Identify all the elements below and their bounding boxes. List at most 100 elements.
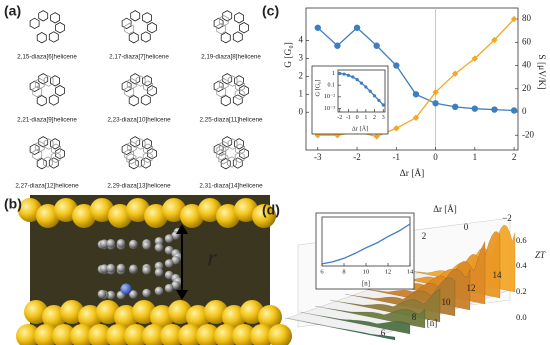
marker — [359, 81, 364, 85]
gold-atom — [34, 324, 58, 345]
x-tick-label: 10 — [363, 268, 370, 275]
ring — [43, 138, 54, 150]
n-tick-label: 10 — [442, 297, 452, 307]
x-tick-label: 2 — [512, 152, 517, 162]
marker — [314, 24, 321, 31]
ring — [227, 75, 238, 87]
z-axis-label: ZT — [535, 250, 546, 260]
marker — [368, 89, 372, 93]
carbon-atom — [106, 263, 116, 273]
carbon-atom — [129, 264, 138, 274]
x-tick-label: 12 — [385, 268, 392, 275]
z-tick-label: 0.0 — [516, 312, 527, 322]
carbon-atom — [164, 245, 174, 255]
panel-label: (b) — [4, 196, 22, 212]
gold-atom — [240, 300, 264, 324]
distance-label: r — [207, 246, 217, 272]
carbon-atom — [142, 265, 151, 275]
x-tick-label: 2 — [422, 231, 427, 241]
ring — [142, 151, 153, 164]
ring — [234, 88, 245, 101]
gold-atom — [252, 204, 276, 228]
ring — [121, 143, 132, 156]
molecule-label: 2,23-diaza[10]helicene — [107, 117, 171, 124]
ring — [234, 138, 245, 150]
y-axis-label: G [G₀] — [314, 79, 321, 96]
ring — [220, 32, 231, 44]
n-tick-label: 6 — [381, 328, 386, 338]
ring — [213, 80, 224, 93]
n-tick-label: 12 — [467, 283, 476, 293]
gold-atom — [178, 324, 202, 345]
panel-d: 420−2Δr [Å]68101214[n]0.00.20.40.6ZT6810… — [284, 204, 546, 341]
ring — [38, 10, 49, 22]
ring — [48, 31, 59, 43]
ring — [234, 12, 245, 24]
ring — [220, 158, 231, 170]
x-tick-label: 1 — [364, 115, 367, 121]
y2-tick-label: 0 — [522, 106, 527, 116]
gold-atom — [78, 305, 102, 329]
marker — [342, 72, 346, 76]
ring — [235, 143, 245, 155]
ring — [220, 95, 231, 107]
ring — [43, 156, 53, 168]
carbon-atom — [116, 263, 126, 273]
x-tick-label: -1 — [393, 152, 401, 162]
ring — [36, 32, 47, 44]
carbon-atom — [164, 234, 174, 243]
y-tick-label: 0 — [299, 106, 304, 116]
plot-frame — [321, 216, 411, 267]
ring — [234, 75, 245, 87]
ring — [216, 86, 227, 98]
gold-atom — [150, 305, 174, 329]
panel-label: (d) — [262, 202, 280, 218]
carbon-atom — [129, 239, 138, 249]
x-axis-label: Δr [Å] — [352, 124, 368, 132]
molecule-label: 2,27-diaza[12]helicene — [15, 183, 79, 190]
ring — [216, 145, 227, 157]
molecule-label: 2,15-diaza[6]helicene — [17, 54, 77, 61]
ring — [213, 17, 224, 30]
marker — [451, 103, 459, 111]
x-axis-label: Δr [Å] — [400, 167, 425, 179]
n-tick-label: 8 — [412, 312, 417, 322]
carbon-atom — [164, 270, 174, 280]
ring — [226, 156, 237, 168]
molecule-label: 2,19-diaza[8]helicene — [201, 54, 261, 61]
carbon-atom — [154, 286, 164, 296]
y-tick-label: 2 — [299, 70, 304, 80]
x-tick-label: 3 — [382, 115, 385, 121]
gold-atom — [42, 305, 66, 329]
gold-atom — [186, 305, 210, 329]
marker — [471, 105, 479, 112]
panel-label: (c) — [262, 3, 279, 19]
carbon-atom — [129, 290, 138, 299]
y2-tick-label: 20 — [522, 83, 532, 93]
marker — [353, 24, 361, 31]
ring — [142, 138, 153, 150]
marker — [381, 103, 385, 107]
ring — [36, 95, 47, 107]
molecule-label: 2,17-diaza[7]helicene — [109, 54, 169, 61]
marker — [364, 85, 368, 89]
marker — [432, 100, 439, 107]
carbon-atom — [154, 237, 164, 246]
molecule-label: 2,21-diaza[9]helicene — [17, 117, 77, 124]
z-tick-label: 0.6 — [516, 235, 527, 245]
ring — [227, 138, 238, 150]
y-tick-label: 1 — [332, 71, 335, 77]
molecule-label: 2,25-diaza[11]helicene — [200, 117, 263, 124]
molecule-label: 2,29-diaza[13]helicene — [107, 183, 171, 190]
gold-atom — [132, 300, 156, 324]
carbon-atom — [116, 239, 126, 248]
ring — [140, 31, 151, 43]
x-tick-label: 0 — [433, 152, 438, 162]
ring — [142, 12, 153, 24]
carbon-atom — [171, 280, 180, 290]
x-axis-label: Δr [Å] — [433, 204, 457, 214]
gold-atom — [222, 305, 246, 329]
gold-atom — [196, 324, 220, 345]
ring — [121, 17, 132, 30]
